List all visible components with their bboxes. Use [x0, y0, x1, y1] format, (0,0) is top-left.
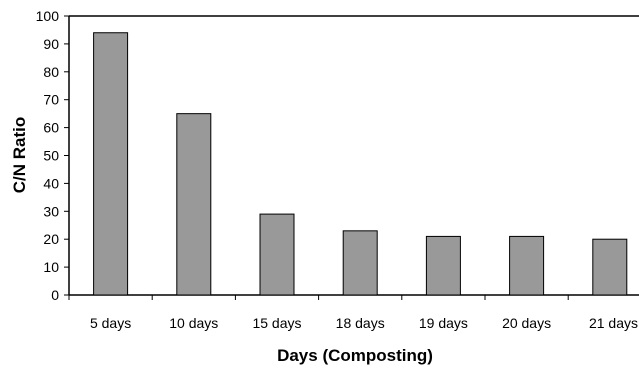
y-tick-label: 90: [43, 36, 59, 52]
x-tick-label: 21 days: [589, 315, 638, 331]
bar: [592, 238, 628, 296]
bar: [93, 32, 129, 296]
y-tick-label: 50: [43, 148, 59, 164]
x-tick-label: 20 days: [502, 315, 551, 331]
bar: [176, 113, 212, 296]
x-axis-ticks: 5 days 10 days 15 days 18 days 19 days 20 day…: [68, 295, 638, 331]
y-tick-label: 40: [43, 175, 59, 191]
bar: [259, 213, 295, 296]
x-axis-title: Days (Composting): [277, 346, 433, 365]
y-tick-label: 30: [43, 203, 59, 219]
y-axis-title: C/N Ratio: [10, 117, 29, 194]
y-tick-label: 100: [36, 8, 60, 24]
bar: [509, 235, 545, 296]
bar: [425, 235, 461, 296]
y-axis-ticks: 0 10 20 30 40 50 60 70 80 90 100: [36, 8, 69, 303]
x-tick-label: 18 days: [336, 315, 385, 331]
bars-group: [93, 32, 628, 296]
bar: [342, 230, 378, 296]
y-tick-label: 80: [43, 64, 59, 80]
y-tick-label: 70: [43, 92, 59, 108]
x-tick-label: 5 days: [90, 315, 131, 331]
x-tick-label: 15 days: [252, 315, 301, 331]
x-tick-label: 10 days: [169, 315, 218, 331]
y-tick-label: 20: [43, 231, 59, 247]
x-tick-label: 19 days: [419, 315, 468, 331]
y-tick-label: 60: [43, 120, 59, 136]
y-tick-label: 10: [43, 259, 59, 275]
y-tick-label: 0: [51, 287, 59, 303]
